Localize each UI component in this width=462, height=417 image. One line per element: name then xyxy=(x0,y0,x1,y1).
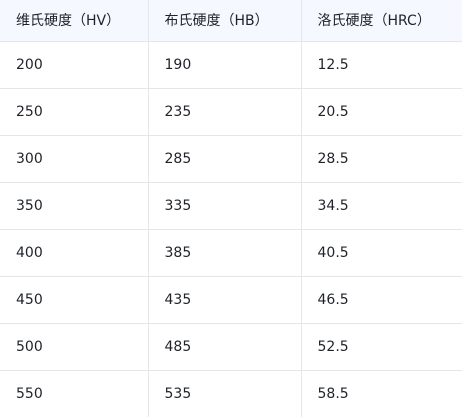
cell-rockwell: 40.5 xyxy=(301,230,462,277)
cell-rockwell: 58.5 xyxy=(301,371,462,417)
cell-vickers: 200 xyxy=(0,42,148,89)
cell-brinell: 335 xyxy=(148,183,301,230)
table-row: 300 285 28.5 xyxy=(0,136,462,183)
cell-brinell: 235 xyxy=(148,89,301,136)
cell-brinell: 285 xyxy=(148,136,301,183)
cell-rockwell: 28.5 xyxy=(301,136,462,183)
table-row: 550 535 58.5 xyxy=(0,371,462,417)
cell-rockwell: 46.5 xyxy=(301,277,462,324)
header-brinell: 布氏硬度（HB） xyxy=(148,0,301,42)
cell-vickers: 400 xyxy=(0,230,148,277)
cell-brinell: 485 xyxy=(148,324,301,371)
table-row: 500 485 52.5 xyxy=(0,324,462,371)
table-row: 400 385 40.5 xyxy=(0,230,462,277)
cell-rockwell: 52.5 xyxy=(301,324,462,371)
cell-brinell: 190 xyxy=(148,42,301,89)
cell-vickers: 350 xyxy=(0,183,148,230)
cell-rockwell: 12.5 xyxy=(301,42,462,89)
header-vickers: 维氏硬度（HV） xyxy=(0,0,148,42)
cell-vickers: 250 xyxy=(0,89,148,136)
cell-rockwell: 20.5 xyxy=(301,89,462,136)
cell-brinell: 435 xyxy=(148,277,301,324)
table-row: 450 435 46.5 xyxy=(0,277,462,324)
cell-vickers: 550 xyxy=(0,371,148,417)
table-row: 350 335 34.5 xyxy=(0,183,462,230)
cell-vickers: 500 xyxy=(0,324,148,371)
header-row: 维氏硬度（HV） 布氏硬度（HB） 洛氏硬度（HRC） xyxy=(0,0,462,42)
table-row: 250 235 20.5 xyxy=(0,89,462,136)
table-row: 200 190 12.5 xyxy=(0,42,462,89)
cell-vickers: 300 xyxy=(0,136,148,183)
table-header: 维氏硬度（HV） 布氏硬度（HB） 洛氏硬度（HRC） xyxy=(0,0,462,42)
header-rockwell: 洛氏硬度（HRC） xyxy=(301,0,462,42)
cell-brinell: 535 xyxy=(148,371,301,417)
cell-rockwell: 34.5 xyxy=(301,183,462,230)
cell-vickers: 450 xyxy=(0,277,148,324)
table-body: 200 190 12.5 250 235 20.5 300 285 28.5 3… xyxy=(0,42,462,417)
cell-brinell: 385 xyxy=(148,230,301,277)
